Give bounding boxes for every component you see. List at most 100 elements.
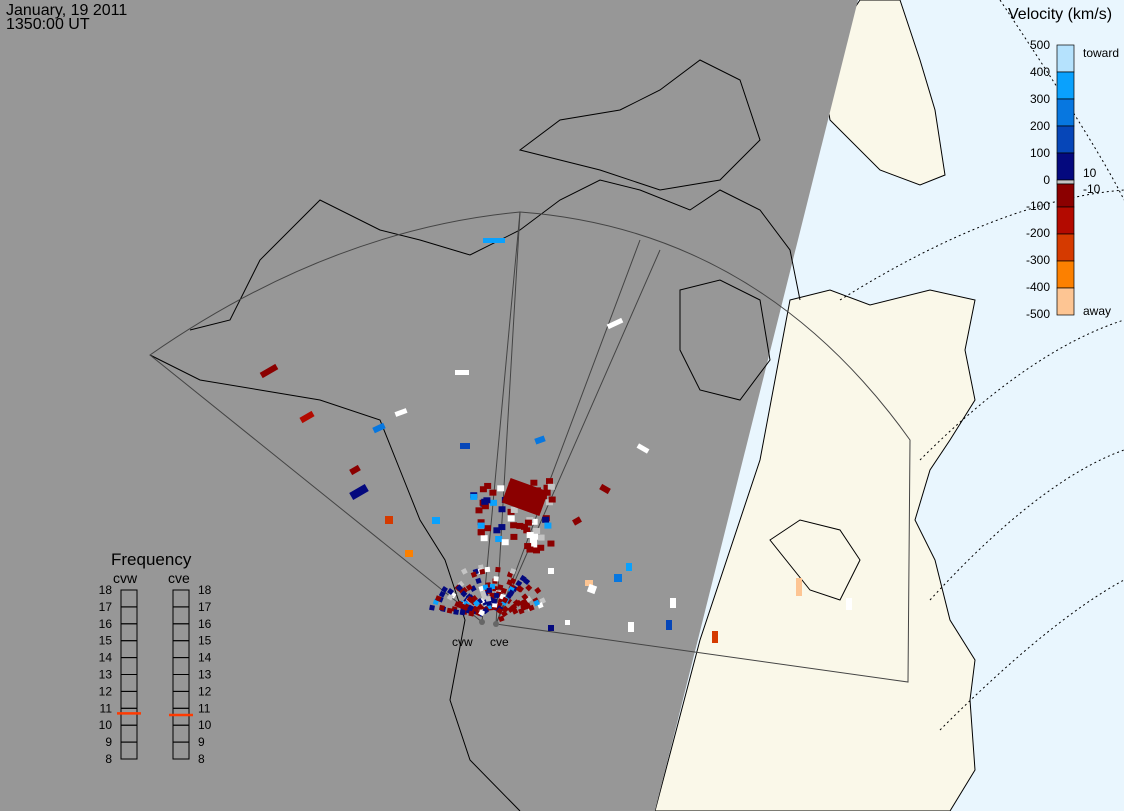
velocity-cell <box>537 544 545 551</box>
velocity-cell <box>565 620 570 625</box>
velocity-cell <box>489 489 497 496</box>
velocity-cell <box>501 605 509 613</box>
colorbar-tick: 300 <box>1030 92 1050 106</box>
velocity-cell <box>475 577 482 585</box>
velocity-cell <box>542 516 550 523</box>
colorbar-tick: 200 <box>1030 119 1050 133</box>
site-label-cve: cve <box>490 635 509 649</box>
velocity-cell <box>510 522 518 529</box>
velocity-cell <box>446 593 454 601</box>
velocity-cell <box>486 587 493 593</box>
colorbar-segment <box>1056 260 1075 289</box>
frequency-tick: 18 <box>99 583 113 597</box>
velocity-cell <box>498 615 505 622</box>
velocity-cell <box>481 498 489 505</box>
colorbar-segment <box>1056 179 1075 185</box>
time-label: 1350:00 UT <box>6 16 90 33</box>
velocity-cell <box>516 522 524 529</box>
velocity-cell <box>465 583 473 591</box>
velocity-cell <box>548 496 556 503</box>
velocity-cell <box>547 540 555 547</box>
velocity-cell <box>537 534 545 541</box>
velocity-cell <box>530 518 538 525</box>
frequency-cell <box>172 589 190 608</box>
colorbar-tick: -100 <box>1026 199 1050 213</box>
velocity-cell <box>510 533 518 540</box>
coastlines <box>149 59 861 811</box>
velocity-cell <box>477 522 485 529</box>
velocity-cell <box>670 598 676 608</box>
velocity-cell <box>493 576 499 582</box>
velocity-cell <box>510 506 518 513</box>
velocity-cell <box>507 515 515 522</box>
velocity-cell <box>479 568 486 575</box>
velocity-cell <box>599 483 611 495</box>
velocity-cell <box>478 609 486 617</box>
velocity-cell <box>484 566 491 573</box>
velocity-cell <box>500 610 508 618</box>
velocity-cell <box>481 503 489 510</box>
velocity-cell <box>521 593 529 601</box>
frequency-tick: 16 <box>99 617 113 631</box>
velocity-cell <box>480 590 487 597</box>
velocity-cell <box>495 566 501 573</box>
colorbar-tick: -500 <box>1026 307 1050 321</box>
colorbar-tick: 0 <box>1043 173 1050 187</box>
colorbar-tick: -200 <box>1026 226 1050 240</box>
velocity-cell <box>493 592 500 599</box>
velocity-cell <box>394 408 408 417</box>
velocity-cell <box>472 605 480 613</box>
velocity-cell <box>349 484 369 500</box>
date-label: January, 19 2011 <box>6 2 128 19</box>
velocity-cell <box>497 584 504 591</box>
colorbar-segment <box>1056 183 1075 208</box>
velocity-cell <box>628 622 634 632</box>
velocity-colorbar: Velocity (km/s) 500 400 300 200 100 0 -100 -200… <box>1008 6 1119 321</box>
frequency-tick: 8 <box>105 752 112 766</box>
velocity-cell <box>497 485 505 492</box>
velocity-cell <box>477 529 485 536</box>
velocity-cell <box>543 484 551 491</box>
velocity-cell <box>530 541 538 548</box>
velocity-cell <box>299 410 315 424</box>
velocity-cell <box>495 536 503 543</box>
velocity-cell <box>479 486 487 493</box>
velocity-cell <box>533 599 541 607</box>
frequency-tick: 10 <box>99 718 113 732</box>
night-region <box>0 0 858 811</box>
velocity-cells <box>259 238 852 643</box>
velocity-cell <box>472 599 481 607</box>
velocity-cell <box>349 464 361 476</box>
frequency-tick: 17 <box>198 600 212 614</box>
site-label-cvw: cvw <box>452 635 473 649</box>
radar-label-cve: cve <box>168 570 190 586</box>
velocity-cell <box>572 516 582 526</box>
velocity-cell <box>480 535 488 542</box>
colorbar-segment <box>1056 44 1075 73</box>
velocity-cell <box>498 524 506 531</box>
velocity-cell <box>547 483 555 490</box>
velocity-cell <box>526 532 534 539</box>
velocity-cell <box>501 596 509 604</box>
frequency-title: Frequency <box>111 550 192 569</box>
velocity-cell <box>548 625 554 631</box>
velocity-cell <box>525 584 533 592</box>
velocity-cell <box>385 516 393 524</box>
velocity-cell <box>438 604 445 611</box>
velocity-cell <box>483 238 505 243</box>
velocity-cell <box>441 585 448 593</box>
velocity-cell <box>524 543 532 550</box>
velocity-cell <box>585 580 593 586</box>
velocity-cell <box>533 527 541 534</box>
velocity-cell <box>453 609 460 615</box>
colorbar-segment <box>1056 152 1075 181</box>
velocity-cell <box>523 601 531 609</box>
velocity-cell <box>519 574 527 582</box>
velocity-cell <box>447 588 454 596</box>
velocity-cell <box>532 547 540 554</box>
threshold-neg: -10 <box>1083 182 1101 196</box>
velocity-cell <box>586 583 598 595</box>
frequency-tick: 9 <box>105 735 112 749</box>
velocity-cell <box>539 597 546 605</box>
velocity-cell <box>478 564 484 571</box>
